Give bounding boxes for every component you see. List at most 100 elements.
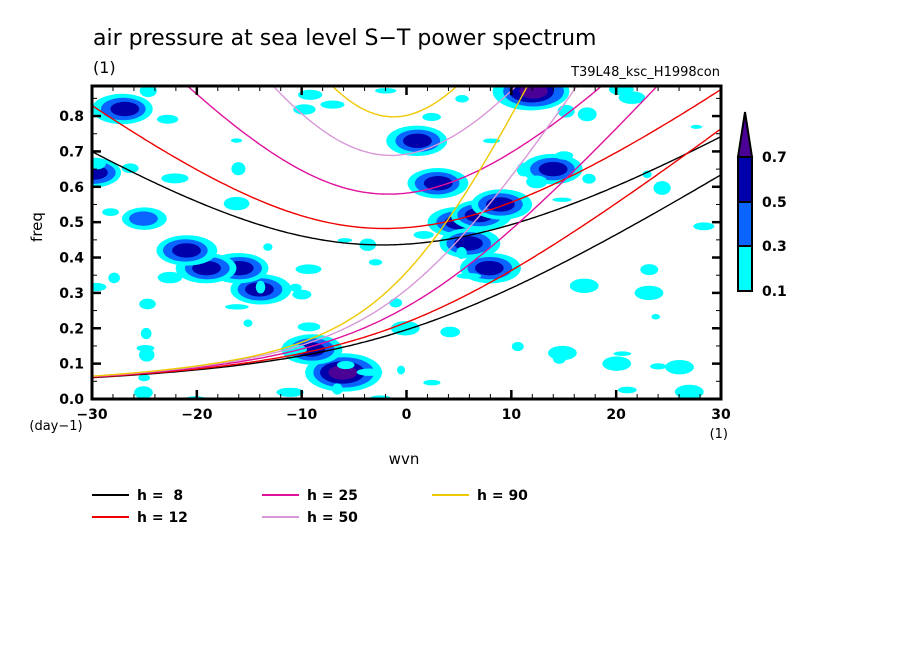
power-patch: [138, 348, 155, 362]
y-tick-label: 0.1: [59, 357, 84, 373]
power-patch: [157, 114, 179, 124]
power-patch: [276, 387, 304, 397]
colorbar: 0.1 0.3 0.5 0.7: [736, 111, 787, 300]
power-patch: [456, 247, 467, 259]
colorbar-segment: [737, 245, 753, 292]
y-tick-label: 0.8: [59, 109, 84, 125]
power-patch: [516, 162, 531, 177]
power-patch: [243, 319, 253, 327]
ig-curve: [272, 86, 518, 157]
y-tick-label: 0.7: [59, 144, 84, 160]
power-patch: [356, 368, 383, 376]
y-axis-unit: (day−1): [29, 419, 82, 434]
mrg-curve: [92, 128, 721, 378]
power-patch: [397, 365, 406, 375]
power-patch: [526, 175, 548, 189]
power-patch: [292, 289, 312, 300]
power-patch: [665, 359, 694, 375]
power-patch: [255, 280, 266, 294]
y-tick-label: 0.6: [59, 180, 84, 196]
power-patch: [231, 162, 246, 176]
mrg-curve: [92, 86, 578, 378]
power-patch: [368, 259, 383, 266]
power-patch: [134, 386, 153, 399]
legend-label: h = 90: [477, 488, 528, 504]
power-patch: [569, 278, 599, 294]
power-patch: [413, 231, 434, 239]
x-tick-label: −20: [181, 407, 212, 423]
legend-label: h = 8: [137, 488, 183, 504]
power-patch: [455, 94, 469, 103]
power-patch: [224, 304, 249, 310]
power-patch: [454, 236, 483, 251]
power-patch: [634, 285, 664, 301]
power-patch: [92, 282, 107, 292]
power-patch: [108, 272, 120, 284]
colorbar-label: 0.5: [762, 195, 787, 211]
power-patch: [557, 104, 575, 118]
power-patch: [337, 238, 353, 243]
power-contours: [92, 86, 715, 399]
power-patch: [172, 243, 201, 258]
power-patch: [602, 356, 632, 371]
subtitle-experiment: T39L48_ksc_H1998con: [570, 65, 720, 80]
power-patch: [456, 273, 482, 279]
power-patch: [403, 133, 432, 149]
power-patch: [674, 384, 704, 399]
y-axis-label: freq: [28, 212, 46, 242]
power-patch: [389, 298, 403, 308]
mrg-curve: [92, 174, 721, 379]
power-patch: [552, 197, 572, 202]
power-patch: [129, 211, 158, 226]
power-patch: [440, 326, 461, 338]
power-patch: [422, 112, 441, 122]
power-patch: [139, 298, 156, 310]
power-patch: [298, 89, 323, 100]
power-patch: [297, 322, 321, 332]
power-patch: [230, 138, 243, 143]
power-patch: [295, 264, 322, 275]
power-patch: [577, 107, 597, 122]
power-patch: [140, 327, 152, 340]
y-axis: 0.0 0.1 0.2 0.3 0.4 0.5 0.6 0.7 0.8: [59, 97, 721, 408]
power-patch: [157, 271, 183, 284]
colorbar-extension: [736, 111, 754, 158]
x-tick-label: −10: [286, 407, 317, 423]
legend-label: h = 12: [137, 510, 188, 526]
colorbar-segment: [737, 201, 753, 247]
x-tick-label: 0: [402, 407, 412, 423]
power-patch: [582, 173, 596, 184]
mrg-curve: [92, 86, 529, 377]
power-patch: [110, 101, 140, 117]
x-axis-unit: (1): [710, 427, 728, 442]
dispersion-curves: [92, 86, 721, 379]
power-patch: [102, 208, 119, 217]
power-patch: [289, 283, 302, 292]
legend-label: h = 25: [307, 488, 358, 504]
power-patch: [690, 124, 703, 129]
y-tick-label: 0.0: [59, 392, 84, 408]
power-patch: [139, 86, 157, 98]
x-tick-label: 10: [502, 407, 522, 423]
power-patch: [538, 161, 568, 177]
power-patch: [486, 197, 515, 212]
power-patch: [138, 374, 150, 382]
power-patch: [423, 379, 441, 386]
y-tick-label: 0.2: [59, 321, 84, 337]
mrg-curve: [92, 86, 659, 378]
x-axis: −30 −20 −10 0 10 20 30: [76, 86, 731, 423]
power-patch: [693, 222, 715, 231]
power-patch: [328, 365, 358, 380]
ig-curve: [92, 88, 721, 230]
power-patch: [474, 260, 504, 276]
power-patch: [263, 243, 273, 251]
power-patch: [223, 196, 250, 211]
x-tick-label: 20: [606, 407, 626, 423]
y-tick-label: 0.4: [59, 251, 84, 267]
power-patch: [423, 176, 453, 191]
colorbar-label: 0.1: [762, 284, 787, 300]
x-tick-label: −30: [76, 407, 107, 423]
colorbar-segment: [737, 156, 753, 203]
colorbar-label: 0.7: [762, 150, 787, 166]
